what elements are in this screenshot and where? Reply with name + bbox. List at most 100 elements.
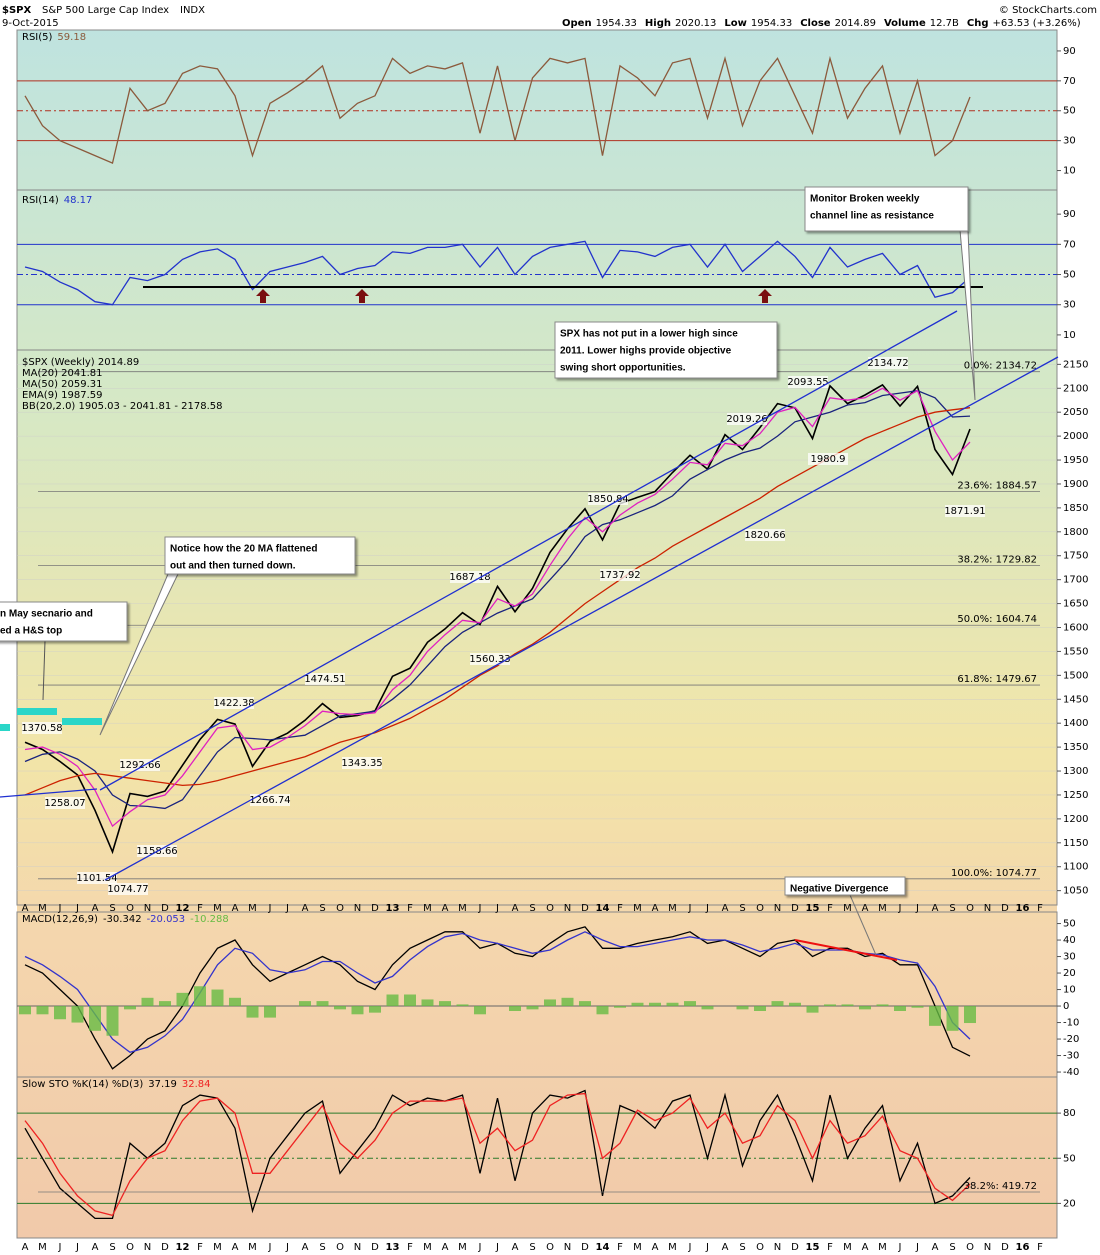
x-tick-label: A [932,1242,939,1253]
x-tick-label: J [495,903,499,914]
x-tick-label: M [633,903,642,914]
price-label: 1850.84 [587,494,628,505]
x-tick-label: M [213,1242,222,1253]
annotation-box [554,321,778,379]
y-tick-label: 50 [1063,1153,1076,1164]
x-tick-label: 15 [806,903,820,914]
price-label: 1820.66 [744,530,785,541]
price-label: 2134.72 [867,358,908,369]
histogram-bar [789,1002,801,1007]
price-label: 1258.07 [44,798,85,809]
y-tick-label: -20 [1063,1034,1079,1045]
x-tick-label: A [442,903,449,914]
y-tick-label: 1800 [1063,527,1088,538]
price-label: 1266.74 [249,795,290,806]
x-tick-label: J [478,903,482,914]
y-tick-label: 0 [1063,1001,1069,1012]
x-tick-label: J [915,1242,919,1253]
quote-value: 1954.33 [751,18,792,29]
quote-label: High [645,18,671,29]
legend-entry: $SPX (Weekly) 2014.89 [22,357,139,368]
histogram-bar [701,1006,714,1010]
panel-title-name: MACD(12,26,9) [22,914,98,925]
x-tick-label: A [932,903,939,914]
y-tick-label: 1750 [1063,551,1088,562]
histogram-bar [736,1006,749,1010]
quote-label: Volume [884,18,926,29]
index-name: S&P 500 Large Cap Index [42,5,169,16]
price-label: 1871.91 [944,506,985,517]
histogram-bar [369,1006,381,1013]
pointer [42,640,46,701]
y-tick-label: 90 [1063,46,1076,57]
y-tick-label: 2100 [1063,383,1088,394]
highlight-bar [17,708,57,715]
histogram-bar [36,1006,49,1015]
x-tick-label: A [22,903,29,914]
channel-line [104,356,1059,881]
histogram-bar [89,1006,101,1031]
annotation-text: out and then turned down. [170,561,296,572]
price-label-box [788,376,828,388]
legend-entry: MA(50) 2059.31 [22,379,103,390]
pointer [959,229,976,401]
x-tick-label: A [862,1242,869,1253]
panel-title: RSI(5) 59.18 [22,32,86,43]
histogram-bar [299,1001,311,1007]
fib-label: 23.6%: 1884.57 [957,480,1037,491]
y-tick-label: 30 [1063,300,1076,311]
histogram-bar [561,997,574,1007]
price-label-box [45,797,85,809]
fib-label: 0.0%: 2134.72 [964,361,1037,372]
x-tick-label: N [354,903,361,914]
histogram-bar [911,1006,924,1008]
histogram-bar [509,1006,521,1011]
y-tick-label: 90 [1063,209,1076,220]
x-tick-label: M [878,1242,887,1253]
price-label-box [77,872,117,884]
x-tick-label: J [58,1242,62,1253]
panel-title: MACD(12,26,9) -30.342 -20.053 -10.288 [22,914,229,925]
price-label: 1370.58 [21,723,62,734]
y-tick-label: 1550 [1063,646,1088,657]
histogram-bar [159,1001,171,1007]
x-tick-label: S [529,1242,535,1253]
price-label: 1737.92 [599,570,640,581]
x-tick-label: D [1001,1242,1009,1253]
legend-entry: 48.17 [64,195,93,206]
y-tick-label: 40 [1063,935,1076,946]
price-label: 1292.66 [119,760,160,771]
x-tick-label: F [407,1242,413,1253]
y-tick-label: -30 [1063,1051,1079,1062]
x-tick-label: N [774,1242,781,1253]
arrow [758,289,772,303]
series-line [24,383,971,855]
y-tick-label: 50 [1063,270,1076,281]
histogram-bar [176,992,189,1007]
y-tick-label: 2150 [1063,359,1088,370]
price-label-box [108,883,148,895]
y-tick-label: 1850 [1063,503,1088,514]
histogram-bar [194,986,206,1007]
series-line [24,240,971,306]
x-tick-label: 14 [596,903,610,914]
x-tick-label: S [109,1242,115,1253]
x-tick-label: D [371,903,379,914]
x-tick-label: J [58,903,62,914]
histogram-bar [54,1006,66,1020]
price-label-box [342,757,382,769]
histogram-bar [649,1002,661,1007]
legend-entry: -20.053 [147,914,186,925]
channel-line [0,788,98,798]
histogram-bar [859,1006,871,1010]
x-tick-label: A [232,903,239,914]
x-tick-label: A [862,903,869,914]
overlay-label: 38.2%: 419.72 [964,1181,1037,1192]
histogram-bar [334,1006,346,1010]
x-tick-label: M [38,903,47,914]
histogram-bar [141,997,154,1007]
histogram-bar [474,1006,486,1015]
annotation-text: channel line as resistance [810,211,934,222]
histogram-bar [316,1001,329,1007]
x-tick-label: N [984,1242,991,1253]
